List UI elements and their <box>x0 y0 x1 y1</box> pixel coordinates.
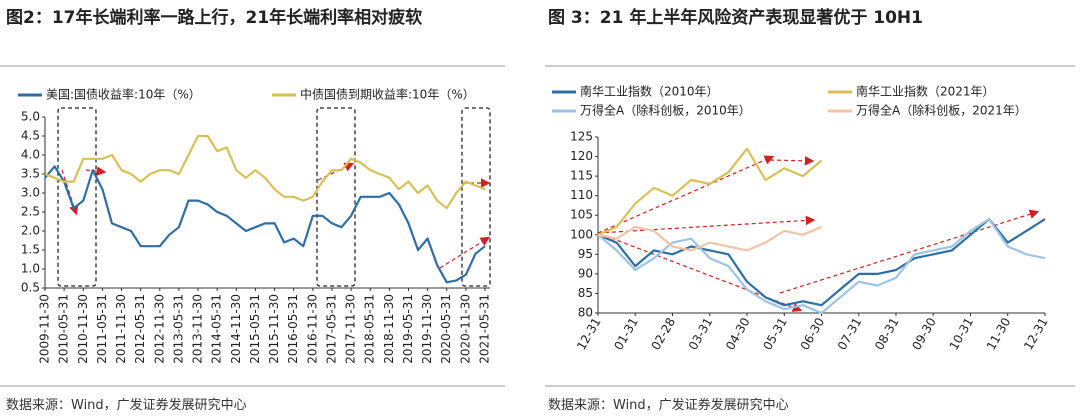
y-tick-label: 2.5 <box>21 205 40 219</box>
arrow <box>317 162 355 181</box>
y-tick-label: 125 <box>570 130 593 144</box>
arrow <box>85 166 107 176</box>
x-tick-label: 12-31 <box>574 315 604 352</box>
x-tick-label: 2013-05-31 <box>171 294 185 364</box>
x-tick-label: 2011-05-31 <box>95 294 109 364</box>
y-tick-label: 5.0 <box>21 110 40 124</box>
x-tick-label: 03-31 <box>686 315 716 352</box>
x-tick-label: 07-31 <box>835 315 865 352</box>
y-tick-label: 115 <box>570 169 593 183</box>
y-tick-label: 4.0 <box>21 148 40 162</box>
y-tick-label: 95 <box>578 247 593 261</box>
arrow <box>597 155 775 234</box>
x-tick-label: 2018-05-31 <box>363 294 377 364</box>
legend-label: 南华工业指数（2021年） <box>856 84 995 99</box>
y-tick-label: 90 <box>578 266 593 280</box>
x-tick-label: 2015-11-30 <box>267 294 281 364</box>
y-tick-label: 1.5 <box>21 243 40 257</box>
x-tick-label: 08-31 <box>872 315 902 352</box>
x-tick-label: 02-28 <box>649 315 679 352</box>
source: 数据来源：Wind，广发证券发展研究中心 <box>548 398 789 413</box>
legend-label: 美国:国债收益率:10年（%） <box>46 87 201 102</box>
legend-label: 万得全A（除科创板，2021年） <box>856 103 1027 118</box>
y-tick-label: 4.5 <box>21 129 40 143</box>
legend-label: 万得全A（除科创板，2010年） <box>580 103 751 118</box>
legend-label: 中债国债到期收益率:10年（%） <box>300 87 475 102</box>
annotations <box>57 107 491 287</box>
x-tick-label: 06-30 <box>798 315 828 352</box>
series-line <box>44 165 486 284</box>
chart-title: 图2：17年长端利率一路上行，21年长端利率相对疲软 <box>6 8 423 28</box>
arrows <box>61 155 1040 312</box>
y-tick-label: 0.5 <box>21 281 40 295</box>
y-tick-label: 1.0 <box>21 262 40 276</box>
series-line <box>597 225 822 252</box>
x-tick-label: 04-30 <box>723 315 753 352</box>
series-line <box>597 147 823 236</box>
x-tick-label: 2020-05-31 <box>439 294 453 364</box>
chart-title: 图 3：21 年上半年风险资产表现显著优于 10H1 <box>548 8 923 28</box>
x-tick-label: 2011-11-30 <box>114 294 128 364</box>
series-line <box>597 218 1046 307</box>
x-tick-label: 2015-05-31 <box>248 294 262 364</box>
x-tick-label: 2021-05-31 <box>478 294 492 364</box>
x-tick-label: 2009-11-30 <box>38 294 52 364</box>
y-tick-label: 85 <box>578 286 593 300</box>
arrow <box>597 215 816 234</box>
x-tick-label: 05-31 <box>760 315 790 352</box>
highlight-box <box>57 107 97 287</box>
x-tick-label: 2016-11-30 <box>305 294 319 364</box>
x-tick-label: 2014-11-30 <box>229 294 243 364</box>
y-tick-label: 120 <box>570 149 593 163</box>
x-tick-label: 2019-11-30 <box>420 294 434 364</box>
source: 数据来源：Wind，广发证券发展研究中心 <box>6 398 247 413</box>
y-tick-label: 80 <box>578 306 593 320</box>
arrow <box>439 236 491 269</box>
y-tick-label: 100 <box>570 227 593 241</box>
x-tick-label: 12-31 <box>1021 315 1051 352</box>
arrow <box>779 209 1040 294</box>
legend-label: 南华工业指数（2010年） <box>580 84 719 99</box>
series-line <box>44 134 486 210</box>
y-tick-label: 2.0 <box>21 224 40 238</box>
x-tick-label: 11-30 <box>984 315 1014 352</box>
y-tick-label: 3.0 <box>21 186 40 200</box>
x-tick-label: 10-31 <box>947 315 977 352</box>
arrow <box>597 232 803 312</box>
x-tick-label: 2017-05-31 <box>324 294 338 364</box>
arrow <box>769 156 815 166</box>
x-tick-label: 2019-05-31 <box>401 294 415 364</box>
x-tick-label: 2012-11-30 <box>152 294 166 364</box>
y-tick-label: 110 <box>570 188 593 202</box>
x-tick-label: 2012-05-31 <box>133 294 147 364</box>
x-tick-label: 2013-11-30 <box>191 294 205 364</box>
highlight-box <box>461 107 491 287</box>
x-tick-label: 2020-11-30 <box>458 294 472 364</box>
x-tick-label: 2010-11-30 <box>76 294 90 364</box>
x-tick-label: 2016-05-31 <box>286 294 300 364</box>
x-tick-label: 2010-05-31 <box>57 294 71 364</box>
y-tick-label: 3.5 <box>21 167 40 181</box>
series-line <box>597 218 1046 315</box>
x-tick-label: 2017-11-30 <box>344 294 358 364</box>
x-tick-label: 09-30 <box>909 315 939 352</box>
y-tick-label: 105 <box>570 208 593 222</box>
x-tick-label: 2018-11-30 <box>382 294 396 364</box>
highlight-box <box>316 107 356 287</box>
x-tick-label: 01-31 <box>611 315 641 352</box>
x-tick-label: 2014-05-31 <box>210 294 224 364</box>
